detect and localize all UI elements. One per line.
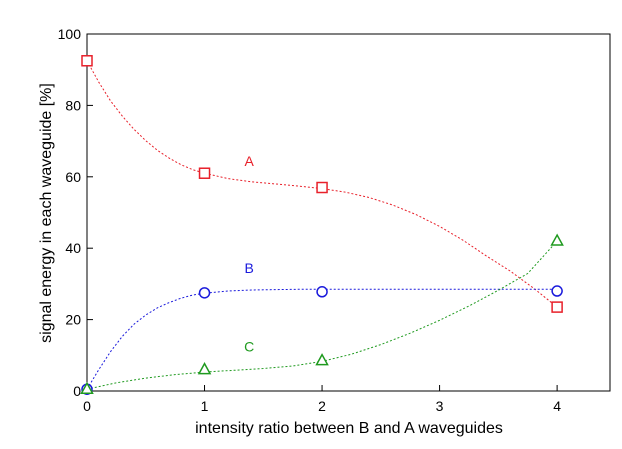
series-label-c: C <box>244 339 254 355</box>
fit-curve-b <box>86 288 558 390</box>
y-axis-ticks: 0 20 40 60 80 100 <box>58 26 93 399</box>
marker-b <box>551 285 563 297</box>
y-tick-label: 40 <box>65 240 81 256</box>
y-tick-label: 100 <box>58 26 82 42</box>
marker-a <box>551 301 563 313</box>
marker-a <box>198 167 211 179</box>
marker-c <box>80 381 94 394</box>
fit-curve-a <box>86 60 558 308</box>
x-axis-label: intensity ratio between B and A waveguid… <box>195 420 503 437</box>
marker-b <box>198 287 211 299</box>
marker-a <box>81 55 93 67</box>
x-axis-ticks: 0 1 2 3 4 <box>83 385 561 414</box>
plot-frame <box>86 33 611 392</box>
marker-c <box>197 362 212 375</box>
x-tick-label: 3 <box>436 398 444 414</box>
y-tick-label: 0 <box>73 383 81 399</box>
data-markers <box>80 55 564 395</box>
y-tick-label: 80 <box>65 97 81 113</box>
y-tick-label: 60 <box>65 169 81 185</box>
x-tick-label: 0 <box>83 398 91 414</box>
x-tick-label: 2 <box>318 398 326 414</box>
y-axis-label: signal energy in each waveguide [%] <box>38 83 55 343</box>
marker-c <box>550 233 564 246</box>
marker-b <box>316 286 328 298</box>
fit-curve-c <box>86 240 558 390</box>
marker-a <box>316 181 328 194</box>
marker-c <box>315 353 329 366</box>
fit-curves <box>86 60 558 390</box>
series-label-b: B <box>245 260 254 276</box>
x-tick-label: 1 <box>201 398 209 414</box>
series-label-a: A <box>245 153 255 169</box>
series-labels: A B C <box>244 153 254 355</box>
y-tick-label: 20 <box>65 312 81 328</box>
x-tick-label: 4 <box>553 398 561 414</box>
